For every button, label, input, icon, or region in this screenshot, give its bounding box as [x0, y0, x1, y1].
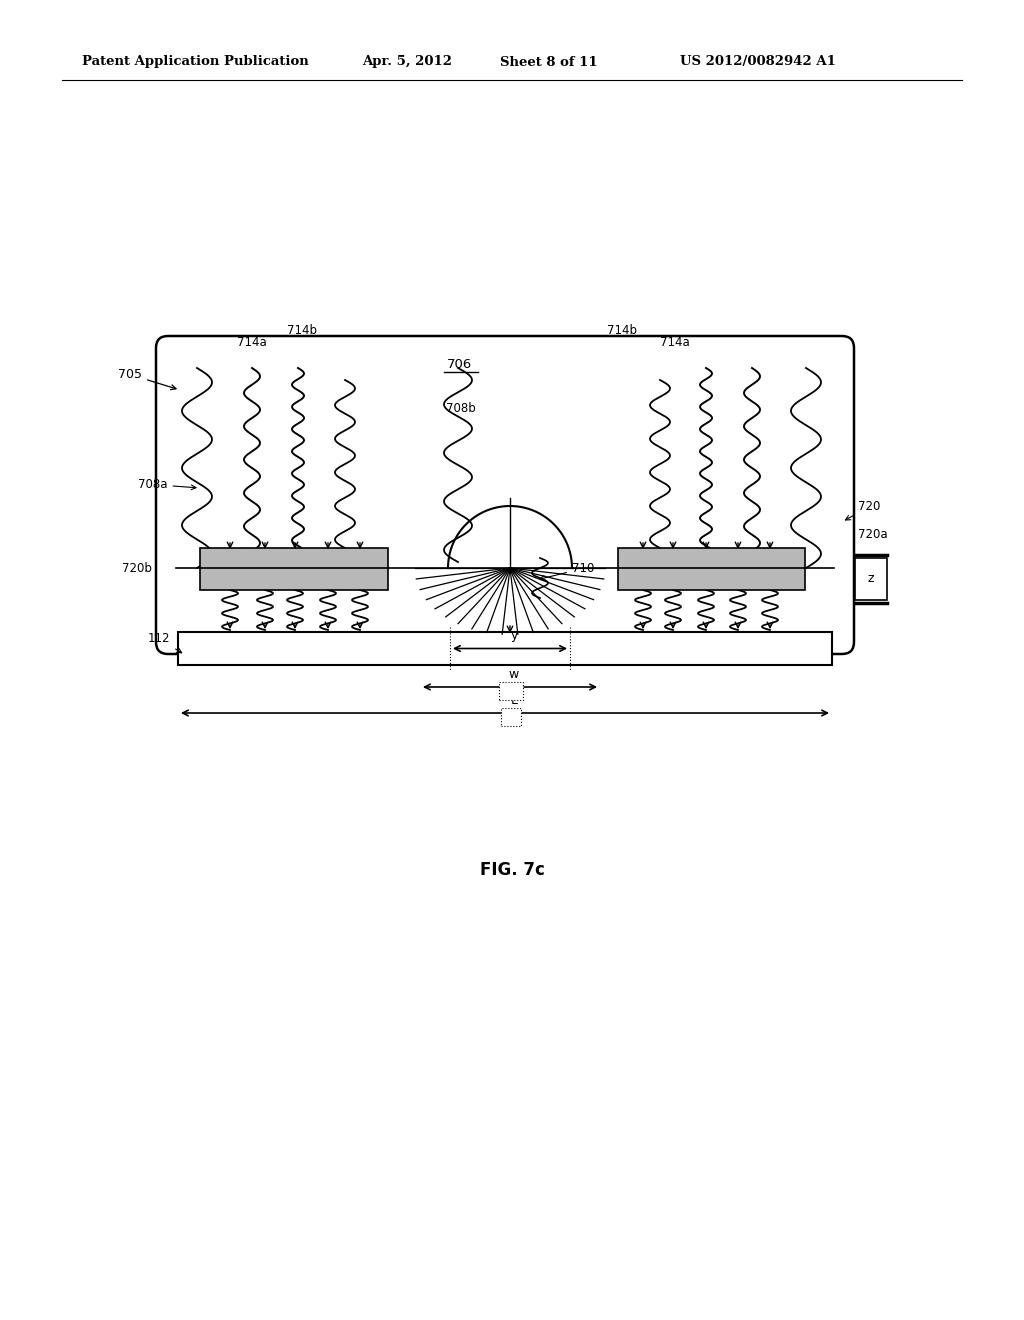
Text: w: w — [509, 668, 519, 681]
FancyBboxPatch shape — [499, 682, 523, 700]
Bar — [200, 548, 388, 590]
Text: 708b: 708b — [446, 401, 476, 414]
FancyBboxPatch shape — [156, 337, 854, 653]
Text: 714a: 714a — [660, 335, 690, 348]
Text: y: y — [510, 630, 518, 643]
Text: 708a: 708a — [138, 478, 196, 491]
Bar — [855, 558, 887, 601]
Text: 720a: 720a — [858, 528, 888, 541]
Text: L: L — [511, 694, 517, 708]
Text: 112: 112 — [148, 632, 181, 653]
Bar — [178, 632, 831, 665]
Text: US 2012/0082942 A1: US 2012/0082942 A1 — [680, 55, 836, 69]
Text: 720b: 720b — [122, 561, 152, 574]
Text: z: z — [867, 573, 874, 586]
Text: Sheet 8 of 11: Sheet 8 of 11 — [500, 55, 598, 69]
Text: 705: 705 — [118, 368, 176, 389]
FancyBboxPatch shape — [501, 708, 521, 726]
Text: 706: 706 — [447, 359, 473, 371]
Text: FIG. 7c: FIG. 7c — [479, 861, 545, 879]
Text: 714b: 714b — [287, 323, 317, 337]
Text: 710: 710 — [540, 562, 594, 581]
Bar — [618, 548, 805, 590]
Text: 714a: 714a — [238, 335, 267, 348]
Text: Apr. 5, 2012: Apr. 5, 2012 — [362, 55, 452, 69]
Text: Patent Application Publication: Patent Application Publication — [82, 55, 309, 69]
Text: 714b: 714b — [607, 323, 637, 337]
Text: 720: 720 — [846, 500, 881, 520]
